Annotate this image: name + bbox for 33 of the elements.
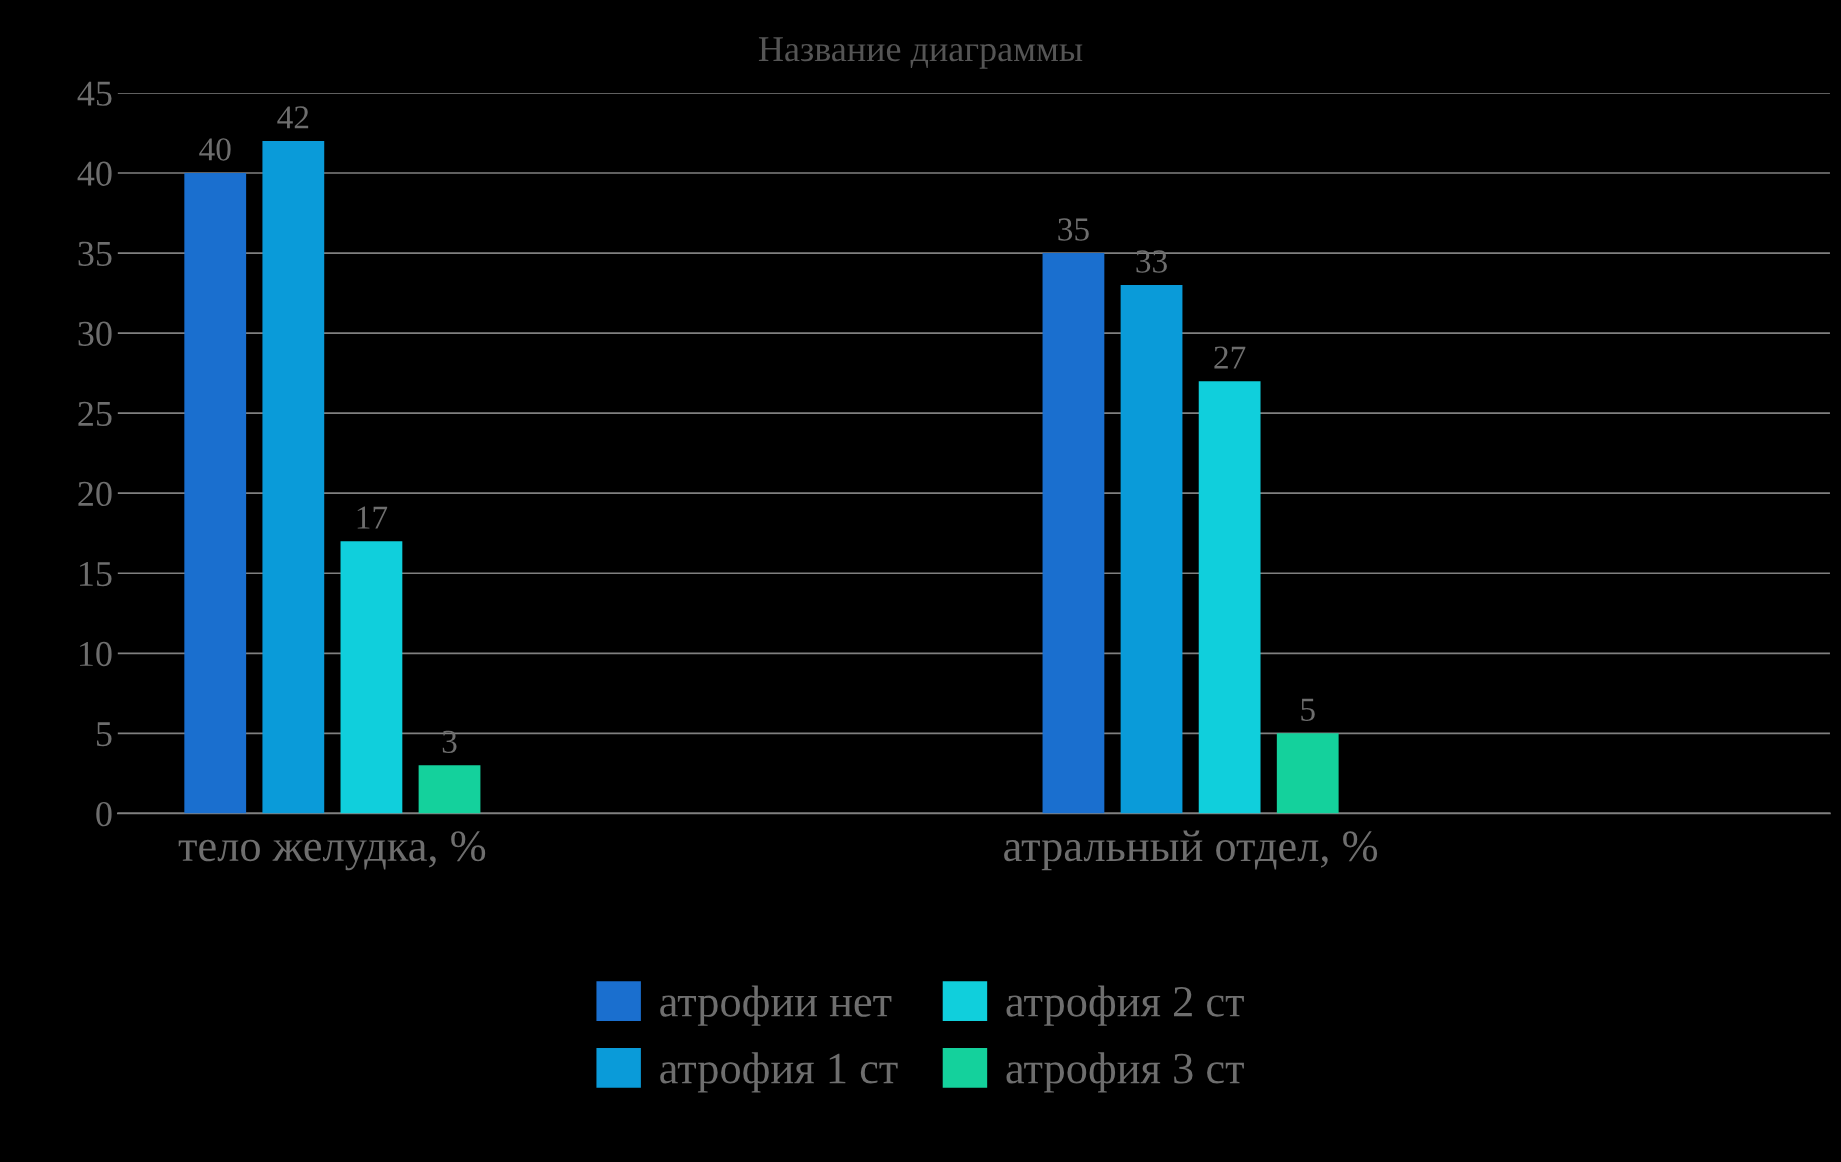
- bar: [340, 541, 403, 814]
- y-tick-label: 5: [97, 722, 112, 747]
- bar: [184, 173, 247, 814]
- bar: [1198, 381, 1261, 814]
- y-tick-label: 35: [78, 241, 112, 266]
- legend-label: атрофия 3 ст: [1006, 1052, 1244, 1093]
- y-tick-label: 0: [96, 801, 112, 827]
- data-label: 33: [1136, 250, 1167, 273]
- data-label: 40: [199, 138, 231, 161]
- legend-label: атрофии нет: [660, 985, 892, 1026]
- bar: [1042, 253, 1105, 814]
- x-tick-label: атральный отдел, %: [1004, 830, 1378, 871]
- data-label: 27: [1214, 346, 1246, 369]
- data-label: 5: [1301, 698, 1315, 722]
- legend-label: атрофия 2 ст: [1006, 985, 1244, 1026]
- bar: [1276, 733, 1339, 814]
- bar: [418, 765, 481, 814]
- bar: [262, 140, 325, 814]
- y-tick-label: 10: [80, 641, 112, 667]
- y-tick-label: 20: [78, 481, 112, 507]
- data-label: 17: [357, 506, 388, 529]
- chart-title: Название диаграммы: [758, 37, 1083, 69]
- x-tick-label: тело желудка, %: [178, 831, 486, 871]
- data-label: 35: [1058, 218, 1089, 241]
- y-tick-label: 30: [78, 321, 112, 346]
- y-tick-label: 15: [80, 561, 112, 587]
- data-label: 42: [277, 106, 309, 129]
- data-label: 3: [442, 730, 457, 754]
- y-tick-label: 45: [77, 81, 112, 106]
- legend-label: атрофия 1 ст: [660, 1052, 898, 1093]
- y-tick-label: 25: [78, 401, 112, 427]
- bar: [1120, 285, 1183, 814]
- y-tick-label: 40: [77, 161, 112, 186]
